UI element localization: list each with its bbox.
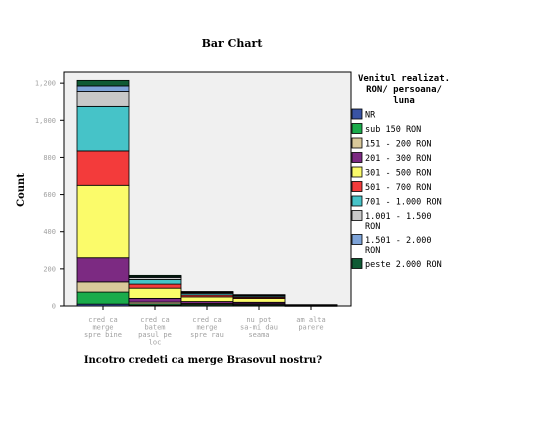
legend-swatch — [351, 152, 363, 163]
bar-segment — [76, 257, 130, 283]
y-tick-label: 1,000 — [35, 117, 56, 125]
legend-swatch — [351, 137, 363, 149]
legend-swatch — [351, 108, 363, 120]
y-tick-label: 0 — [52, 303, 56, 311]
bar-segment — [128, 287, 182, 299]
bar-segment — [128, 279, 182, 285]
bar-segment — [76, 105, 130, 152]
legend-swatch — [351, 210, 363, 221]
chart-title: Bar Chart — [202, 37, 264, 50]
bar-segment — [76, 150, 130, 186]
bar-segment — [284, 304, 338, 306]
legend-label: 1.501 - 2.000 RON — [365, 236, 432, 256]
legend-label: 201 - 300 RON — [365, 154, 432, 164]
x-tick-label: cred ca merge spre bine — [84, 316, 122, 339]
legend-title: Venitul realizat. RON/ persoana/luna — [358, 73, 450, 106]
legend-label: 301 - 500 RON — [365, 169, 432, 179]
bar-segment — [76, 291, 130, 305]
x-tick-label: cred ca merge spre rau — [190, 316, 224, 339]
x-axis-title: Incotro credeti ca merge Brasovul nostru… — [84, 355, 322, 366]
bar-segment — [76, 281, 130, 293]
legend-swatch — [351, 258, 363, 269]
y-tick-label: 1,200 — [35, 80, 56, 88]
legend-label: 701 - 1.000 RON — [365, 198, 442, 208]
y-axis-title: Count — [16, 173, 27, 207]
bar-segment — [180, 296, 234, 302]
bars — [76, 79, 338, 307]
y-axis: 0 200 400 600 800 1,000 1,200 — [35, 80, 64, 311]
legend-label: 151 - 200 RON — [365, 140, 432, 150]
y-tick-label: 400 — [43, 228, 56, 236]
legend: Venitul realizat. RON/ persoana/luna NR sub… — [351, 73, 450, 270]
bar-segment — [76, 79, 130, 87]
bar-segment — [232, 298, 286, 303]
bar-segment — [76, 91, 130, 107]
legend-label: sub 150 RON — [365, 125, 421, 135]
legend-label: peste 2.000 RON — [365, 260, 442, 270]
y-tick-label: 800 — [43, 154, 56, 162]
bar-segment — [76, 85, 130, 92]
bar-segment — [128, 297, 182, 303]
y-tick-label: 200 — [43, 265, 56, 273]
bar-segment — [232, 294, 286, 296]
legend-swatch — [351, 181, 363, 192]
x-tick-label: cred ca batem pasul pe loc — [138, 316, 172, 347]
x-tick-label: nu pot sa-mi dau seama — [240, 316, 278, 339]
legend-label: 1.001 - 1.500 RON — [365, 212, 432, 232]
bar-segment — [180, 291, 234, 293]
x-axis: cred ca merge spre bine cred ca batem pasul p… — [84, 306, 326, 347]
y-tick-label: 600 — [43, 191, 56, 199]
legend-swatch — [351, 166, 363, 178]
bar-segment — [76, 184, 130, 259]
legend-label: NR — [365, 111, 376, 121]
legend-swatch — [351, 195, 363, 207]
bar-segment — [128, 283, 182, 289]
legend-swatch — [351, 123, 363, 134]
bar-segment — [128, 274, 182, 278]
legend-label: 501 - 700 RON — [365, 183, 432, 193]
x-tick-label: am alta parere — [296, 316, 326, 332]
legend-swatch — [351, 234, 363, 245]
